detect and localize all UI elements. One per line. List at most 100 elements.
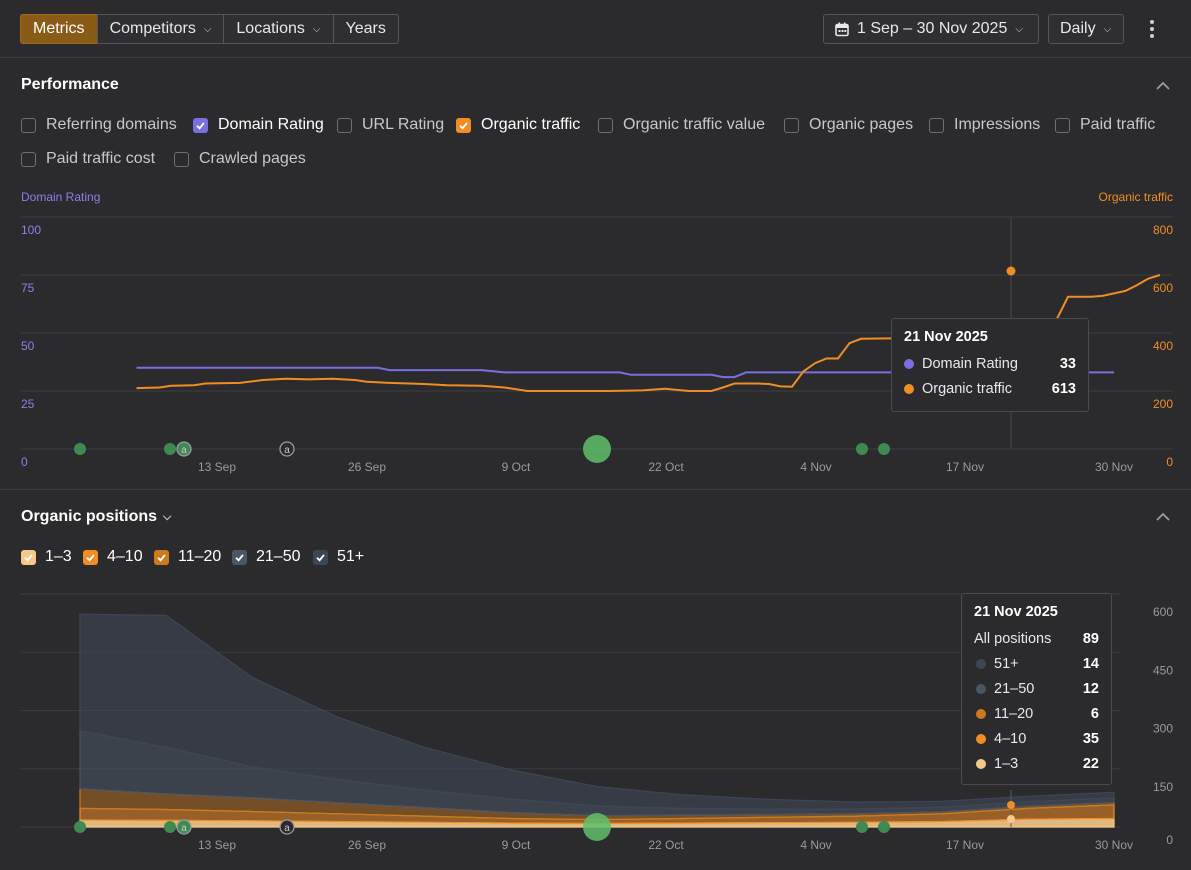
- tooltip-value: 613: [1051, 380, 1076, 397]
- hover-point: [1007, 801, 1015, 809]
- annotation-marker[interactable]: [164, 443, 176, 455]
- checkbox-checked-icon: [456, 117, 471, 133]
- tooltip-row-1-3: 1–3 22: [974, 751, 1099, 776]
- annotation-icon[interactable]: [279, 441, 295, 457]
- checkbox-paid-traffic[interactable]: Paid traffic: [1055, 116, 1155, 134]
- checkbox-label: 11–20: [178, 548, 222, 565]
- checkbox-organic-pages[interactable]: Organic pages: [784, 116, 913, 134]
- tab-competitors[interactable]: Competitors ⌵: [96, 14, 225, 44]
- right-tick-label: 0: [1166, 455, 1173, 469]
- tooltip-value: 12: [1082, 680, 1099, 697]
- annotation-marker[interactable]: [878, 821, 890, 833]
- left-axis-title: Domain Rating: [21, 190, 101, 204]
- checkbox-range-4-10[interactable]: 4–10: [83, 548, 143, 566]
- hover-point: [1007, 815, 1015, 823]
- x-tick-label: 4 Nov: [800, 838, 831, 852]
- left-tick-label: 0: [21, 455, 28, 469]
- checkbox-unchecked-icon: [337, 117, 352, 133]
- checkbox-range-1-3[interactable]: 1–3: [21, 548, 72, 566]
- organic-positions-title-text: Organic positions: [21, 508, 158, 525]
- checkbox-label: URL Rating: [362, 116, 445, 133]
- tab-locations-label: Locations: [236, 20, 305, 37]
- x-tick-label: 17 Nov: [946, 838, 984, 852]
- granularity-select[interactable]: Daily ⌵: [1048, 14, 1124, 44]
- chevron-down-icon: ⌵: [1015, 23, 1023, 35]
- annotation-icon[interactable]: [176, 441, 192, 457]
- chevron-up-icon[interactable]: [1153, 507, 1173, 527]
- annotation-icon[interactable]: [176, 819, 192, 835]
- checkbox-crawled-pages[interactable]: Crawled pages: [174, 150, 306, 168]
- annotation-marker-large[interactable]: [583, 435, 611, 463]
- tab-years[interactable]: Years: [332, 14, 399, 44]
- checkbox-range-11-20[interactable]: 11–20: [154, 548, 221, 566]
- checkbox-label: Crawled pages: [199, 150, 306, 167]
- more-options-icon[interactable]: [1142, 16, 1162, 42]
- tooltip-date: 21 Nov 2025: [904, 329, 988, 345]
- checkbox-referring-domains[interactable]: Referring domains: [21, 116, 177, 134]
- tooltip-label: 21–50: [994, 680, 1035, 697]
- annotation-marker-large[interactable]: [583, 813, 611, 841]
- domain-rating-dot: [904, 358, 914, 369]
- tooltip-value: 14: [1082, 655, 1099, 672]
- annotation-icon[interactable]: [279, 819, 295, 835]
- right-tick-label: 800: [1153, 223, 1173, 237]
- tooltip-row-21-50: 21–50 12: [974, 676, 1099, 701]
- left-tick-label: 50: [21, 339, 35, 353]
- tooltip-value: 89: [1082, 630, 1099, 647]
- checkbox-range-51[interactable]: 51+: [313, 548, 364, 566]
- tooltip-value: 6: [1090, 705, 1099, 722]
- checkbox-label: Organic pages: [809, 116, 914, 133]
- granularity-label: Daily: [1060, 20, 1096, 37]
- checkbox-unchecked-icon: [21, 117, 36, 133]
- tooltip-value: 33: [1059, 355, 1076, 372]
- area-51: [79, 613, 1115, 810]
- tooltip-label: 1–3: [994, 755, 1019, 772]
- annotation-marker[interactable]: [74, 821, 86, 833]
- annotation-marker[interactable]: [856, 443, 868, 455]
- checkbox-checked-icon: [193, 117, 208, 133]
- x-tick-label: 13 Sep: [198, 460, 236, 474]
- annotation-marker[interactable]: [74, 443, 86, 455]
- x-tick-label: 9 Oct: [502, 460, 531, 474]
- annotation-icon-glyph: a: [181, 823, 187, 834]
- checkbox-label: Paid traffic: [1080, 116, 1156, 133]
- annotation-marker[interactable]: [856, 821, 868, 833]
- tab-locations[interactable]: Locations ⌵: [223, 14, 334, 44]
- calendar-icon: [835, 22, 849, 36]
- view-tabs: Metrics Competitors ⌵ Locations ⌵ Years: [20, 14, 399, 44]
- checkbox-label: Organic traffic: [481, 116, 581, 133]
- series-dot: [976, 658, 986, 669]
- checkbox-checked-icon: [232, 549, 247, 565]
- annotation-icon-glyph: a: [284, 445, 290, 456]
- date-range-button[interactable]: 1 Sep – 30 Nov 2025 ⌵: [823, 14, 1039, 44]
- checkbox-unchecked-icon: [21, 151, 36, 167]
- tab-competitors-label: Competitors: [109, 20, 196, 37]
- x-tick-label: 26 Sep: [348, 460, 386, 474]
- checkbox-label: Domain Rating: [218, 116, 324, 133]
- tooltip-row-all-positions: All positions 89: [974, 626, 1099, 651]
- y-tick-label: 600: [1153, 605, 1173, 619]
- tooltip-label: 4–10: [994, 730, 1027, 747]
- tab-metrics[interactable]: Metrics: [20, 14, 98, 44]
- checkbox-unchecked-icon: [174, 151, 189, 167]
- checkbox-organic-traffic[interactable]: Organic traffic: [456, 116, 580, 134]
- tooltip-row-organic-traffic: Organic traffic 613: [904, 376, 1076, 401]
- series-dot: [976, 758, 986, 769]
- series-line-domain-rating: [136, 366, 1114, 379]
- checkbox-domain-rating[interactable]: Domain Rating: [193, 116, 324, 134]
- tooltip-label: Organic traffic: [922, 380, 1012, 397]
- checkbox-paid-traffic-cost[interactable]: Paid traffic cost: [21, 150, 155, 168]
- chevron-up-icon[interactable]: [1153, 76, 1173, 96]
- checkbox-organic-traffic-value[interactable]: Organic traffic value: [598, 116, 765, 134]
- checkbox-range-21-50[interactable]: 21–50: [232, 548, 301, 566]
- checkbox-checked-icon: [83, 549, 98, 565]
- checkbox-impressions[interactable]: Impressions: [929, 116, 1040, 134]
- section-divider: [0, 489, 1191, 490]
- checkbox-url-rating[interactable]: URL Rating: [337, 116, 444, 134]
- organic-positions-title[interactable]: Organic positions ⌵: [21, 508, 171, 526]
- series-dot: [976, 708, 986, 719]
- annotation-marker[interactable]: [878, 443, 890, 455]
- annotation-marker[interactable]: [164, 821, 176, 833]
- x-tick-label: 4 Nov: [800, 460, 831, 474]
- y-tick-label: 450: [1153, 663, 1173, 677]
